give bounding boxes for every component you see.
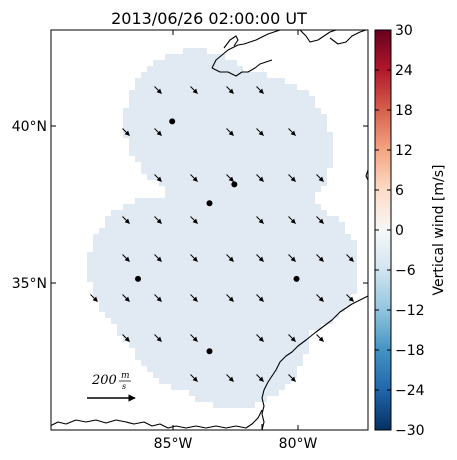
wind-vector-arrow bbox=[154, 86, 162, 94]
station-marker bbox=[135, 275, 142, 282]
wind-vector-arrow bbox=[346, 254, 354, 262]
wind-vector-arrow bbox=[256, 294, 264, 302]
colorbar-tick-label: −18 bbox=[395, 343, 425, 359]
wind-vector-arrow bbox=[288, 334, 296, 342]
wind-vector-arrow bbox=[226, 86, 234, 94]
scale-unit-numerator: m bbox=[121, 371, 130, 381]
wind-vector-arrow bbox=[288, 374, 296, 382]
wind-vector-arrow bbox=[346, 294, 354, 302]
station-marker bbox=[231, 181, 238, 188]
wind-vector-arrow bbox=[256, 86, 264, 94]
colorbar-tick-label: 12 bbox=[395, 143, 413, 159]
wind-vector-arrow bbox=[190, 294, 198, 302]
wind-vectors bbox=[90, 86, 354, 382]
scale-value: 200 bbox=[91, 373, 117, 388]
wind-vector-arrow bbox=[154, 216, 162, 224]
wind-vector-arrow bbox=[122, 216, 130, 224]
colorbar-tick-label: −6 bbox=[395, 263, 416, 279]
wind-vector-arrow bbox=[154, 334, 162, 342]
wind-vector-arrow bbox=[288, 254, 296, 262]
colorbar-tick-label: −30 bbox=[395, 423, 425, 439]
wind-vector-arrow bbox=[190, 216, 198, 224]
colorbar-tick-label: 24 bbox=[395, 63, 413, 79]
wind-vector-arrow bbox=[226, 174, 234, 182]
wind-vector-arrow bbox=[122, 128, 130, 136]
colorbar-tick-label: −12 bbox=[395, 303, 425, 319]
lat-label-40n: 40°N bbox=[12, 119, 47, 135]
wind-vector-arrow bbox=[316, 294, 324, 302]
lat-label-35n: 35°N bbox=[12, 276, 47, 292]
wind-vector-arrow bbox=[316, 254, 324, 262]
map-frame bbox=[50, 29, 369, 431]
wind-vector-arrow bbox=[190, 254, 198, 262]
wind-vector-arrow bbox=[122, 294, 130, 302]
colorbar-ticks: 30 24 18 12 6 0 −6 −12 −18 −24 −30 bbox=[375, 23, 425, 439]
wind-vector-arrow bbox=[226, 254, 234, 262]
lon-label-85w: 85°W bbox=[154, 436, 193, 452]
wind-vector-arrow bbox=[288, 174, 296, 182]
map-title: 2013/06/26 02:00:00 UT bbox=[111, 9, 307, 28]
map-tick-marks bbox=[51, 30, 368, 430]
wind-vector-arrow bbox=[122, 334, 130, 342]
wind-vector-arrow bbox=[316, 174, 324, 182]
wind-vector-arrow bbox=[122, 254, 130, 262]
station-marker bbox=[293, 275, 300, 282]
station-markers bbox=[135, 118, 300, 355]
wind-vector-arrow bbox=[154, 174, 162, 182]
map-panel bbox=[51, 30, 368, 430]
colorbar-tick-label: 6 bbox=[395, 183, 404, 199]
wind-vector-arrow bbox=[256, 374, 264, 382]
wind-vector-arrow bbox=[190, 86, 198, 94]
wind-vector-arrow bbox=[154, 128, 162, 136]
colorbar-tick-label: −24 bbox=[395, 383, 425, 399]
wind-vector-arrow bbox=[190, 174, 198, 182]
lon-label-80w: 80°W bbox=[279, 436, 318, 452]
wind-vector-arrow bbox=[154, 294, 162, 302]
wind-vector-arrow bbox=[288, 216, 296, 224]
wind-vector-arrow bbox=[190, 334, 198, 342]
station-marker bbox=[206, 348, 213, 355]
vector-scale-key: 200 m s bbox=[87, 371, 136, 402]
wind-vector-arrow bbox=[190, 374, 198, 382]
station-marker bbox=[169, 118, 176, 125]
colorbar-tick-label: 18 bbox=[395, 103, 413, 119]
wind-vector-arrow bbox=[316, 334, 324, 342]
station-marker bbox=[206, 200, 213, 207]
colorbar-label: Vertical wind [m/s] bbox=[431, 165, 447, 296]
colorbar-tick-label: 30 bbox=[395, 23, 413, 39]
colorbar-tick-label: 0 bbox=[395, 223, 404, 239]
wind-vector-arrow bbox=[90, 294, 98, 302]
wind-vector-arrow bbox=[316, 216, 324, 224]
wind-vector-arrow bbox=[256, 216, 264, 224]
wind-vector-arrow bbox=[154, 254, 162, 262]
scale-unit-denominator: s bbox=[122, 382, 126, 391]
wind-vector-arrow bbox=[226, 128, 234, 136]
wind-vector-arrow bbox=[256, 128, 264, 136]
wind-vector-arrow bbox=[256, 334, 264, 342]
wind-vector-arrow bbox=[226, 374, 234, 382]
coastline bbox=[51, 30, 368, 430]
wind-vector-arrow bbox=[226, 294, 234, 302]
wind-vector-arrow bbox=[256, 254, 264, 262]
wind-vector-arrow bbox=[256, 174, 264, 182]
wind-vector-arrow bbox=[288, 128, 296, 136]
